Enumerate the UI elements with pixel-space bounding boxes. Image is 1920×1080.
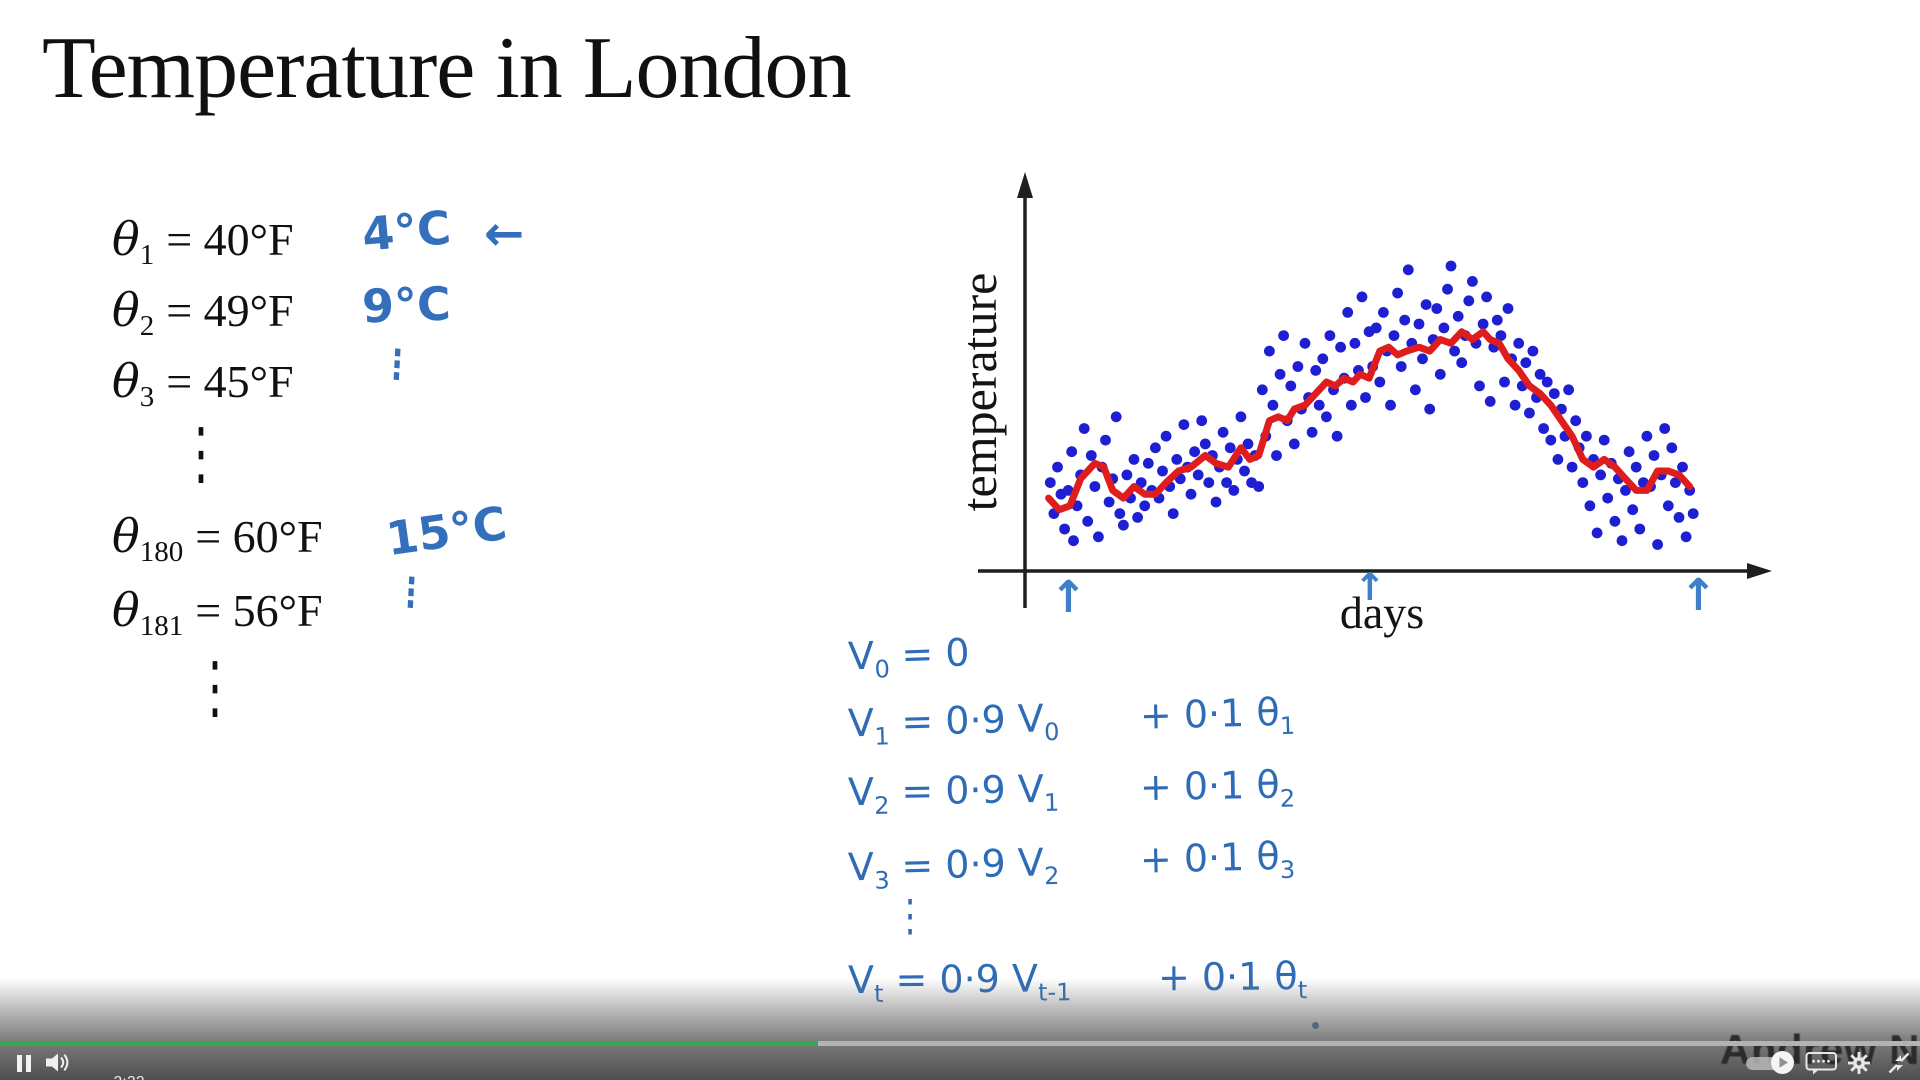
vertical-dots: ⋮ <box>192 646 238 727</box>
plot-area <box>1044 260 1699 550</box>
captions-icon <box>1805 1052 1837 1075</box>
x-axis-arrowhead <box>1747 563 1772 579</box>
theta-symbol: θ <box>112 354 140 408</box>
player-bar-gradient <box>0 978 1920 1080</box>
y-axis-arrowhead <box>1017 172 1033 198</box>
theta-equation-1: θ1 = 40°F <box>112 212 294 271</box>
y-axis-label: temperature <box>951 273 1007 512</box>
theta-symbol: θ <box>112 583 140 637</box>
handwritten-up-arrow-right: ↑ <box>1680 570 1717 621</box>
progress-fill <box>0 1041 818 1046</box>
vertical-dots: ⋮ <box>178 412 224 493</box>
captions-button[interactable] <box>1805 1051 1838 1076</box>
handwritten-up-arrow-left: ↑ <box>1050 572 1087 623</box>
progress-bar[interactable] <box>0 1041 1920 1046</box>
theta-equation-2: θ2 = 49°F <box>112 283 294 342</box>
handwritten-dots: ⋮ <box>380 340 414 391</box>
theta-equation-181: θ181 = 56°F <box>112 583 323 642</box>
recurrence-line-v1: V1 = 0·9 V0 + 0·1 θ1 <box>847 690 1296 751</box>
moving-average-line <box>1045 328 1694 514</box>
handwritten-up-arrow-middle: ↑ <box>1354 565 1386 609</box>
pause-icon <box>17 1055 22 1072</box>
current-time: 2:32 <box>113 1074 144 1080</box>
theta-symbol: θ <box>112 283 140 337</box>
fullscreen-exit-icon <box>1888 1052 1910 1074</box>
recurrence-vdots: ⋮ <box>893 890 927 942</box>
theta-symbol: θ <box>112 509 140 563</box>
handwritten-celsius-180: 15°C <box>382 495 510 567</box>
theta-equation-180: θ180 = 60°F <box>112 509 323 568</box>
gear-icon <box>1848 1052 1870 1074</box>
fullscreen-exit-button[interactable] <box>1886 1050 1912 1076</box>
theta-symbol: θ <box>112 212 140 266</box>
volume-icon <box>46 1053 69 1072</box>
slide-title: Temperature in London <box>42 20 852 117</box>
scatter-points <box>1044 260 1699 550</box>
pause-button[interactable] <box>17 1055 33 1072</box>
temperature-chart: temperature days ↑ ↑ ↑ <box>951 172 1772 638</box>
autoplay-toggle[interactable] <box>1746 1050 1796 1075</box>
recurrence-line-v3: V3 = 0·9 V2 + 0·1 θ3 <box>847 834 1296 895</box>
handwritten-celsius-2: 9°C <box>361 276 452 334</box>
settings-button[interactable] <box>1847 1051 1871 1075</box>
time-display: 2:32 / 5:58 <box>95 1056 145 1080</box>
handwritten-celsius-1: 4°C <box>359 200 453 262</box>
x-axis-label: days <box>1340 587 1424 638</box>
recurrence-line-v2: V2 = 0·9 V1 + 0·1 θ2 <box>847 762 1296 820</box>
handwritten-left-arrow-icon: ← <box>484 206 525 262</box>
volume-button[interactable] <box>44 1052 71 1073</box>
play-icon <box>1779 1057 1788 1068</box>
handwritten-dots: ⋮ <box>394 568 428 619</box>
theta-equation-3: θ3 = 45°F <box>112 354 294 413</box>
pause-icon <box>26 1055 31 1072</box>
